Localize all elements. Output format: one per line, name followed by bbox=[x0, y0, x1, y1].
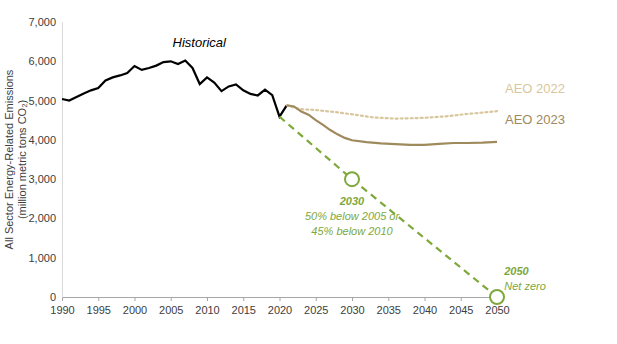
annotation: 2030 50% below 2005 or 45% below 2010 bbox=[305, 195, 401, 237]
x-tick: 2025 bbox=[304, 297, 328, 316]
series-line bbox=[287, 105, 497, 118]
x-tick-label: 2015 bbox=[232, 304, 256, 316]
y-tick-label: 7,000 bbox=[28, 16, 56, 28]
y-axis-title-line: All Sector Energy-Related Emissions bbox=[3, 69, 15, 249]
x-tick-label: 2020 bbox=[268, 304, 292, 316]
y-tick: 2,000 bbox=[28, 212, 62, 224]
y-axis-line bbox=[62, 23, 63, 298]
x-tick-mark bbox=[98, 297, 99, 301]
series-label: AEO 2023 bbox=[505, 112, 565, 127]
x-tick-mark bbox=[207, 297, 208, 301]
x-tick-mark bbox=[352, 297, 353, 301]
annotation-text: Net zero bbox=[504, 280, 546, 292]
y-tick-label: 0 bbox=[50, 291, 56, 303]
y-tick: 7,000 bbox=[28, 16, 62, 28]
x-tick-label: 2025 bbox=[304, 304, 328, 316]
x-tick: 2005 bbox=[159, 297, 183, 316]
y-axis-title: All Sector Energy-Related Emissions(mill… bbox=[3, 69, 28, 249]
y-tick: 0 bbox=[50, 291, 62, 303]
y-tick: 1,000 bbox=[28, 252, 62, 264]
x-tick-label: 2010 bbox=[195, 304, 219, 316]
x-tick-label: 2005 bbox=[159, 304, 183, 316]
marks bbox=[62, 61, 504, 305]
x-tick-mark bbox=[425, 297, 426, 301]
x-tick-mark bbox=[135, 297, 136, 301]
x-tick: 2045 bbox=[449, 297, 473, 316]
y-tick-label: 2,000 bbox=[28, 212, 56, 224]
x-axis: 1990 1995 2000 2005 2010 2015 2020 2025 2030 2035… bbox=[50, 297, 509, 316]
x-tick-mark bbox=[243, 297, 244, 301]
x-tick: 2010 bbox=[195, 297, 219, 316]
x-tick-mark bbox=[62, 297, 63, 301]
x-tick-mark bbox=[171, 297, 172, 301]
plot: 1990 1995 2000 2005 2010 2015 2020 2025 2030 2035… bbox=[28, 16, 565, 316]
y-axis: 0 1,000 2,000 3,000 4,000 5,000 6,000 7,000 bbox=[28, 16, 62, 303]
x-tick-label: 2040 bbox=[413, 304, 437, 316]
x-tick: 2030 bbox=[340, 297, 364, 316]
x-tick: 2035 bbox=[377, 297, 401, 316]
series-labels: Historical AEO 2022 AEO 2023 bbox=[173, 35, 565, 127]
series-line bbox=[62, 61, 287, 117]
x-tick-label: 2045 bbox=[449, 304, 473, 316]
y-tick-label: 1,000 bbox=[28, 252, 56, 264]
y-tick: 6,000 bbox=[28, 55, 62, 67]
x-tick: 2015 bbox=[232, 297, 256, 316]
x-tick-mark bbox=[461, 297, 462, 301]
x-tick-mark bbox=[388, 297, 389, 301]
y-tick-label: 3,000 bbox=[28, 173, 56, 185]
marker bbox=[345, 172, 359, 186]
y-tick-label: 6,000 bbox=[28, 55, 56, 67]
y-tick-label: 4,000 bbox=[28, 134, 56, 146]
marker bbox=[490, 290, 504, 304]
series-line bbox=[287, 105, 497, 145]
x-tick-label: 2000 bbox=[123, 304, 147, 316]
annotation-text: 45% below 2010 bbox=[311, 225, 393, 237]
x-tick: 2000 bbox=[123, 297, 147, 316]
x-tick-mark bbox=[316, 297, 317, 301]
annotation-text: 2030 bbox=[339, 195, 365, 207]
x-tick-label: 2035 bbox=[377, 304, 401, 316]
x-tick-label: 1990 bbox=[50, 304, 74, 316]
x-tick: 1995 bbox=[87, 297, 111, 316]
x-tick-label: 2030 bbox=[340, 304, 364, 316]
chart: 1990 1995 2000 2005 2010 2015 2020 2025 2030 2035… bbox=[0, 0, 617, 344]
x-tick-mark bbox=[280, 297, 281, 301]
annotation-text: 50% below 2005 or bbox=[305, 210, 401, 222]
y-axis-title-line: (million metric tons CO₂) bbox=[16, 100, 28, 219]
y-tick: 5,000 bbox=[28, 95, 62, 107]
series-line bbox=[280, 117, 498, 297]
x-tick: 2020 bbox=[268, 297, 292, 316]
y-tick: 3,000 bbox=[28, 173, 62, 185]
series-label: Historical bbox=[173, 35, 228, 50]
annotation: 2050 Net zero bbox=[503, 265, 546, 292]
y-tick: 4,000 bbox=[28, 134, 62, 146]
series-label: AEO 2022 bbox=[505, 81, 565, 96]
x-tick-label: 1995 bbox=[87, 304, 111, 316]
x-tick-label: 2050 bbox=[485, 304, 509, 316]
y-tick-label: 5,000 bbox=[28, 95, 56, 107]
x-tick: 2040 bbox=[413, 297, 437, 316]
x-axis-line bbox=[63, 298, 498, 302]
annotation-text: 2050 bbox=[503, 265, 529, 277]
